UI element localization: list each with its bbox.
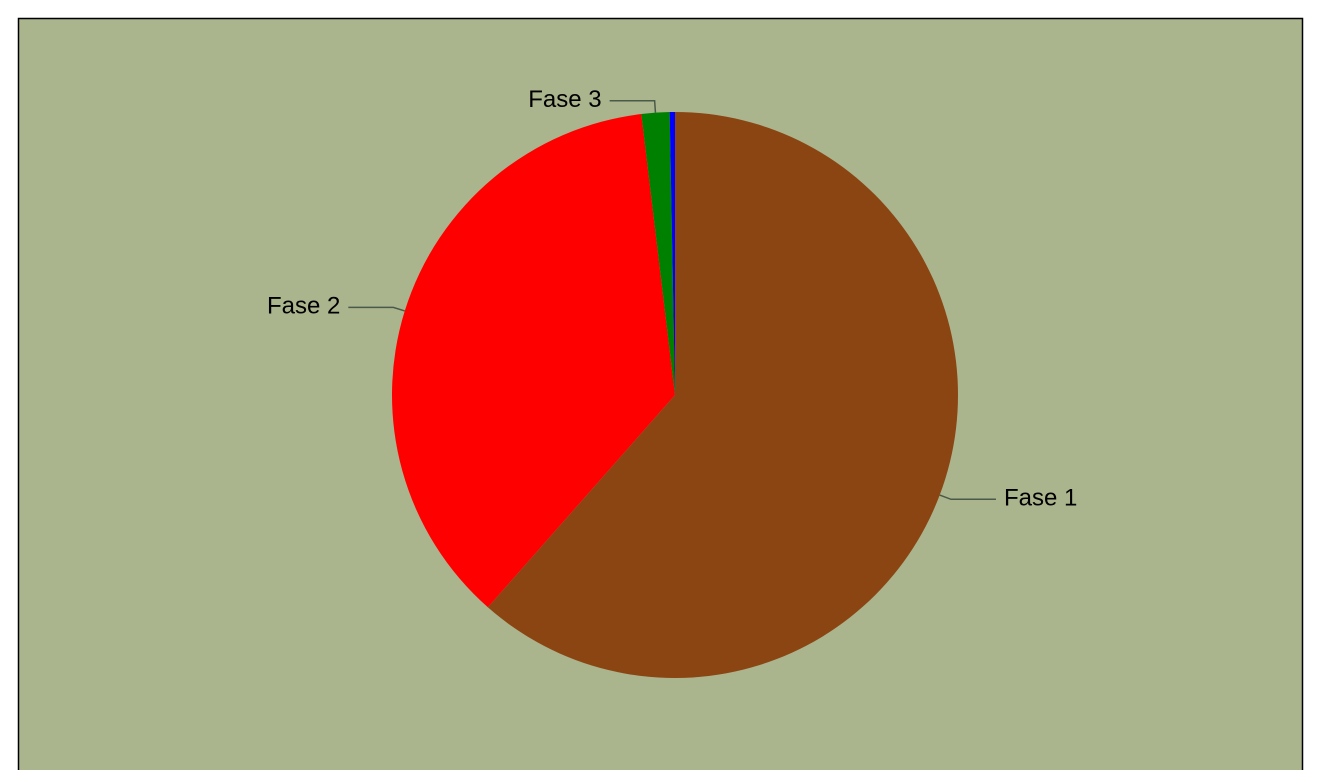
slice-label: Fase 2	[267, 293, 340, 320]
leader-line	[939, 494, 996, 501]
slice-label: Fase 1	[1004, 485, 1077, 512]
pie-slice	[391, 114, 675, 608]
slice-label: Fase 3	[528, 86, 601, 113]
pie-slice	[641, 112, 675, 395]
pie-slice	[669, 112, 675, 395]
leader-line	[348, 306, 405, 312]
pie-slice	[487, 112, 958, 678]
leader-line	[609, 99, 657, 113]
